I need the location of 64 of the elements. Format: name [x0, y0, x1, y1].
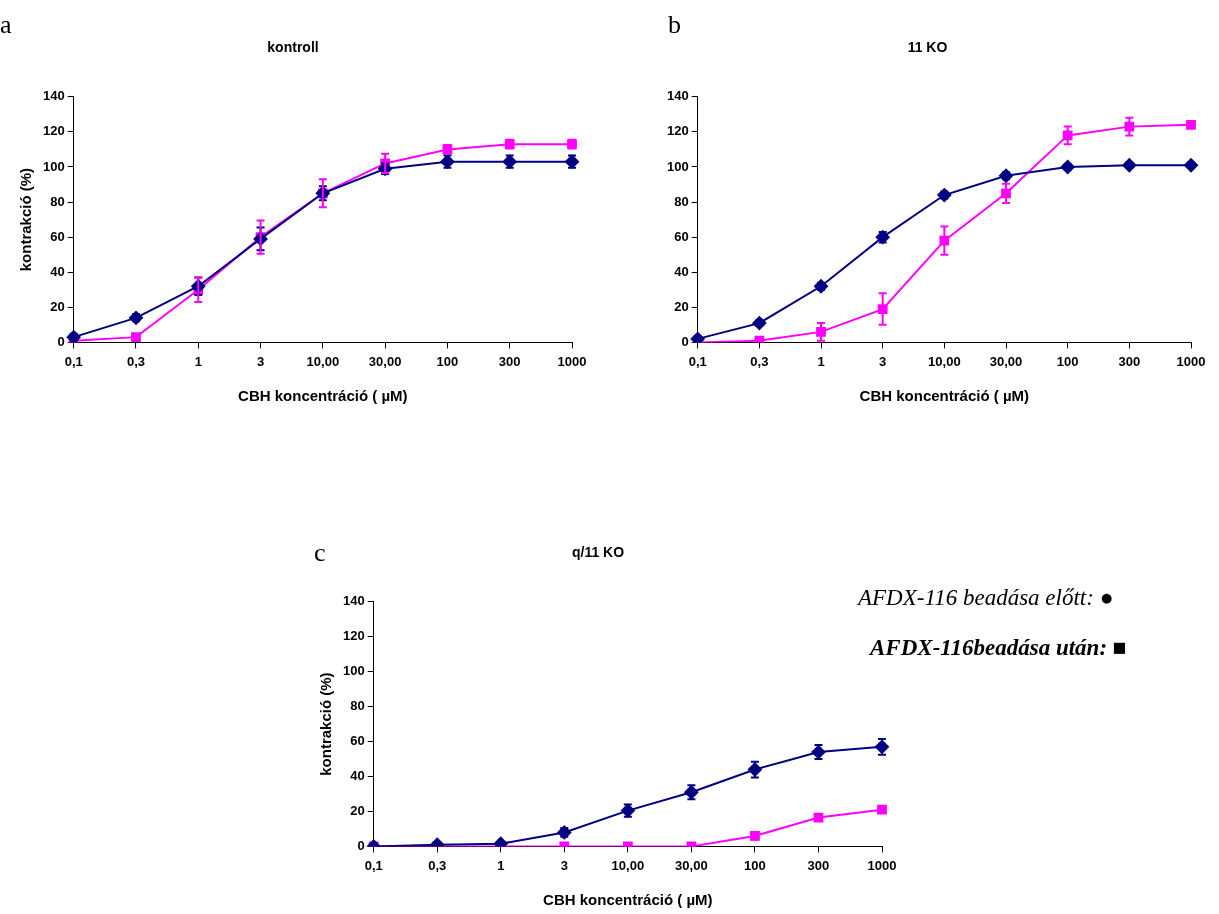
- y-tick-label: 0: [681, 333, 689, 349]
- y-axis-title: kontrakció (%): [17, 167, 35, 272]
- x-tick-label: 0,1: [364, 857, 383, 873]
- y-tick-label: 20: [674, 298, 689, 314]
- y-tick-label: 60: [674, 228, 689, 244]
- y-tick-label: 40: [50, 263, 65, 279]
- y-tick-label: 20: [50, 298, 65, 314]
- x-tick-label: 30,00: [368, 353, 402, 369]
- x-tick-label: 1000: [557, 353, 587, 369]
- text: c: [314, 538, 326, 568]
- y-tick-label: 0: [357, 837, 365, 853]
- y-tick-label: 20: [350, 803, 365, 819]
- y-tick-label: 140: [42, 88, 65, 104]
- x-axis-title: CBH koncentráció ( µM): [859, 387, 1030, 405]
- x-tick-label: 1000: [1176, 353, 1206, 369]
- x-tick-label: 10,00: [611, 857, 645, 873]
- x-tick-label: 3: [879, 353, 887, 369]
- chart-title: q/11 KO: [571, 544, 625, 561]
- x-tick-label: 300: [807, 857, 830, 873]
- annotation: AFDX-116 beadása előtt: ●: [858, 585, 1114, 611]
- y-tick-label: 100: [342, 663, 365, 679]
- x-tick-label: 30,00: [675, 857, 708, 873]
- x-tick-label: 0,3: [126, 353, 146, 369]
- x-tick-label: 100: [744, 857, 766, 873]
- x-tick-label: 100: [436, 353, 459, 369]
- x-axis-title: CBH koncentráció ( µM): [543, 891, 713, 909]
- x-tick-label: 10,00: [928, 353, 961, 369]
- x-tick-label: 1: [497, 857, 505, 873]
- y-tick-label: 60: [50, 228, 65, 244]
- x-tick-label: 300: [498, 353, 521, 369]
- x-tick-label: 3: [560, 857, 568, 873]
- y-tick-label: 40: [674, 263, 689, 279]
- y-tick-label: 0: [57, 333, 65, 349]
- y-tick-label: 80: [350, 698, 365, 714]
- x-tick-label: 0,3: [750, 353, 769, 369]
- y-tick-label: 140: [666, 88, 689, 104]
- x-tick-label: 1: [194, 353, 202, 369]
- x-tick-label: 10,00: [306, 353, 340, 369]
- text: a: [0, 10, 12, 40]
- x-tick-label: 0,1: [64, 353, 83, 369]
- text: b: [668, 10, 681, 40]
- chart-title: kontroll: [267, 39, 319, 56]
- chart-title: 11 KO: [907, 39, 948, 56]
- y-tick-label: 120: [666, 123, 689, 139]
- y-tick-label: 40: [350, 768, 365, 784]
- x-axis-title: CBH koncentráció ( µM): [238, 387, 408, 405]
- x-tick-label: 0,3: [428, 857, 447, 873]
- x-tick-label: 1000: [867, 857, 897, 873]
- annotation: AFDX-116beadása után: ■: [870, 635, 1127, 661]
- x-tick-label: 1: [817, 353, 825, 369]
- x-tick-label: 0,1: [688, 353, 707, 369]
- x-tick-label: 30,00: [989, 353, 1023, 369]
- x-tick-label: 300: [1118, 353, 1141, 369]
- x-tick-label: 3: [256, 353, 265, 369]
- y-tick-label: 120: [342, 628, 365, 644]
- y-tick-label: 140: [342, 593, 365, 609]
- y-tick-label: 80: [674, 193, 689, 209]
- y-axis-title: kontrakció (%): [317, 672, 335, 776]
- y-tick-label: 100: [666, 158, 689, 174]
- x-tick-label: 100: [1056, 353, 1079, 369]
- y-tick-label: 120: [42, 123, 65, 139]
- y-tick-label: 100: [42, 158, 65, 174]
- y-tick-label: 60: [350, 733, 365, 749]
- y-tick-label: 80: [50, 193, 65, 209]
